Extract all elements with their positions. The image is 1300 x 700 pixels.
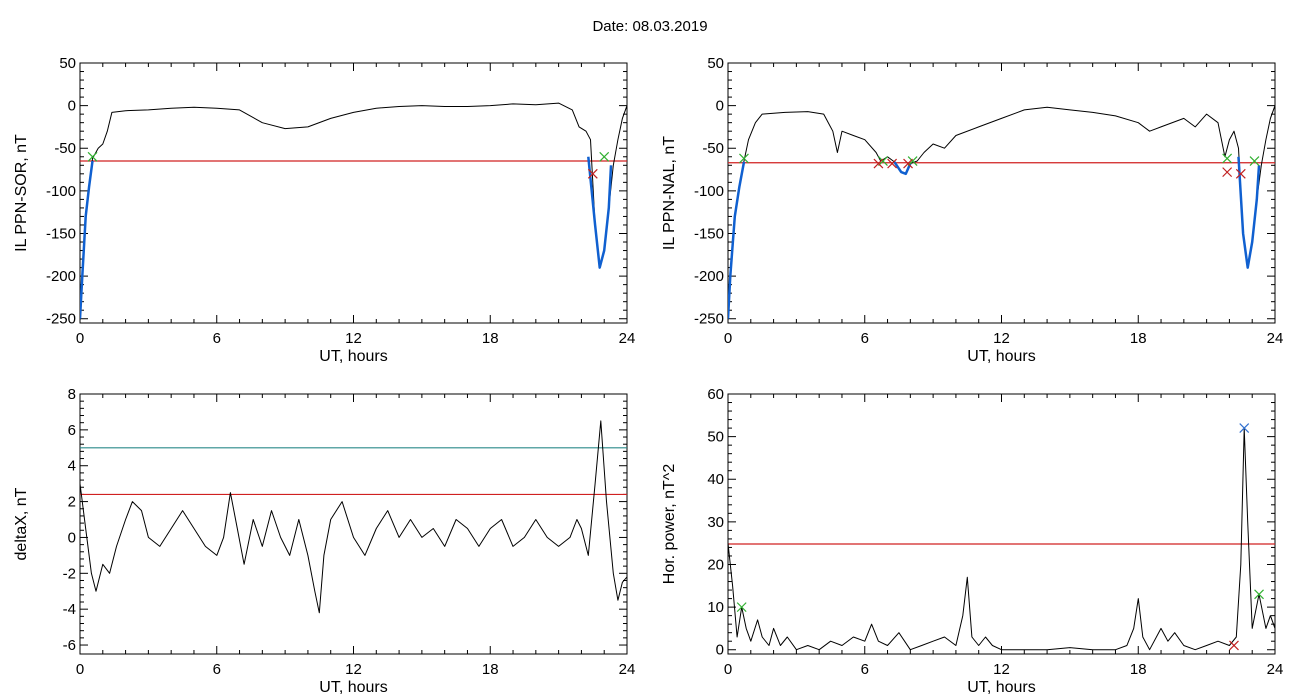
- x-axis-label: UT, hours: [967, 679, 1035, 696]
- y-axis-label: Hor. power, nT^2: [661, 464, 678, 585]
- marker-x-green: [739, 153, 749, 164]
- plot-frame: [727, 62, 1276, 324]
- x-tick-label: 24: [1267, 661, 1284, 678]
- x-tick-label: 18: [1130, 661, 1147, 678]
- y-tick-label: 0: [716, 642, 724, 659]
- y-tick-label: -250: [694, 311, 724, 328]
- marker-x-green: [1249, 156, 1260, 166]
- y-tick-label: 50: [707, 55, 724, 72]
- marker-x-red: [873, 158, 884, 169]
- y-tick-label: -200: [694, 268, 724, 285]
- y-tick-label: -50: [702, 140, 724, 157]
- marker-x-green: [87, 151, 98, 162]
- highlight-trace: [893, 161, 912, 176]
- y-tick-label: -100: [46, 183, 76, 200]
- plot-frame: [79, 393, 628, 655]
- y-tick-label: 10: [707, 599, 724, 616]
- marker-x-green: [1222, 153, 1233, 164]
- y-tick-label: 0: [68, 529, 76, 546]
- y-tick-label: 40: [707, 471, 724, 488]
- marker-x-green: [878, 156, 888, 166]
- y-tick-label: -250: [46, 311, 76, 328]
- x-tick-label: 18: [482, 330, 499, 347]
- plot-frame: [727, 393, 1276, 655]
- y-tick-label: -4: [63, 601, 76, 618]
- x-axis-label: UT, hours: [967, 348, 1035, 365]
- y-tick-label: -6: [63, 637, 76, 654]
- y-tick-label: -100: [694, 183, 724, 200]
- x-tick-label: 0: [76, 330, 84, 347]
- x-tick-label: 12: [345, 661, 362, 678]
- highlight-trace: [1237, 156, 1261, 269]
- x-tick-label: 6: [213, 661, 221, 678]
- marker-x-red: [903, 158, 913, 169]
- data-trace: [80, 420, 627, 614]
- marker-x-green: [736, 602, 747, 613]
- marker-x-green: [907, 156, 918, 166]
- x-tick-label: 6: [861, 661, 869, 678]
- y-tick-label: -150: [694, 225, 724, 242]
- data-trace: [728, 427, 1275, 651]
- y-tick-label: -200: [46, 268, 76, 285]
- marker-x-red: [1235, 168, 1246, 179]
- data-trace: [80, 102, 627, 319]
- y-tick-label: 30: [707, 514, 724, 531]
- marker-x-red: [587, 168, 598, 179]
- y-axis-label: IL PPN-NAL, nT: [661, 136, 678, 250]
- x-tick-label: 12: [993, 330, 1010, 347]
- chart-panel-1: 0 6 12 18 24 50 0 -50 -100 -150 -200 -250 UT, hours I…: [13, 55, 635, 365]
- y-tick-label: -150: [46, 225, 76, 242]
- y-tick-label: 60: [707, 386, 724, 403]
- marker-x-red: [1229, 640, 1239, 651]
- chart-panel-3: 0 6 12 18 24 8 6 4 2 0 -2 -4 -6 UT, hours deltaX, nT: [13, 386, 635, 696]
- y-tick-label: 50: [59, 55, 76, 72]
- y-tick-label: 2: [68, 494, 76, 511]
- highlight-trace: [587, 156, 613, 269]
- y-tick-label: 50: [707, 429, 724, 446]
- x-tick-label: 24: [619, 330, 636, 347]
- marker-x-red: [887, 158, 898, 169]
- plot-frame: [79, 62, 628, 324]
- y-tick-label: 8: [68, 386, 76, 403]
- y-axis-label: IL PPN-SOR, nT: [13, 134, 30, 252]
- x-tick-label: 24: [619, 661, 636, 678]
- x-tick-label: 18: [482, 661, 499, 678]
- y-axis-label: deltaX, nT: [13, 487, 30, 560]
- x-tick-label: 18: [1130, 330, 1147, 347]
- x-tick-label: 12: [993, 661, 1010, 678]
- highlight-trace: [728, 161, 746, 319]
- marker-x-red: [1222, 167, 1233, 178]
- y-tick-label: -2: [63, 565, 76, 582]
- x-tick-label: 24: [1267, 330, 1284, 347]
- y-tick-label: 0: [716, 98, 724, 115]
- chart-panel-4: 0 6 12 18 24 60 50 40 30 20 10 0 UT, hours Hor. power…: [661, 386, 1283, 696]
- x-tick-label: 12: [345, 330, 362, 347]
- x-axis-label: UT, hours: [319, 679, 387, 696]
- x-tick-label: 0: [76, 661, 84, 678]
- y-tick-label: 6: [68, 422, 76, 439]
- highlight-trace: [80, 160, 94, 319]
- page-title: Date: 08.03.2019: [592, 18, 708, 35]
- y-tick-label: -50: [54, 140, 76, 157]
- data-trace: [728, 105, 1275, 319]
- x-tick-label: 0: [724, 661, 732, 678]
- marker-x-green: [599, 151, 610, 162]
- y-tick-label: 20: [707, 556, 724, 573]
- x-tick-label: 6: [213, 330, 221, 347]
- x-tick-label: 0: [724, 330, 732, 347]
- x-tick-label: 6: [861, 330, 869, 347]
- marker-x-blue: [1239, 423, 1250, 434]
- marker-x-green: [1254, 589, 1264, 600]
- y-tick-label: 0: [68, 98, 76, 115]
- y-tick-label: 4: [68, 458, 76, 475]
- x-axis-label: UT, hours: [319, 348, 387, 365]
- chart-panel-2: 0 6 12 18 24 50 0 -50 -100 -150 -200 -250 UT, hours I…: [661, 55, 1283, 365]
